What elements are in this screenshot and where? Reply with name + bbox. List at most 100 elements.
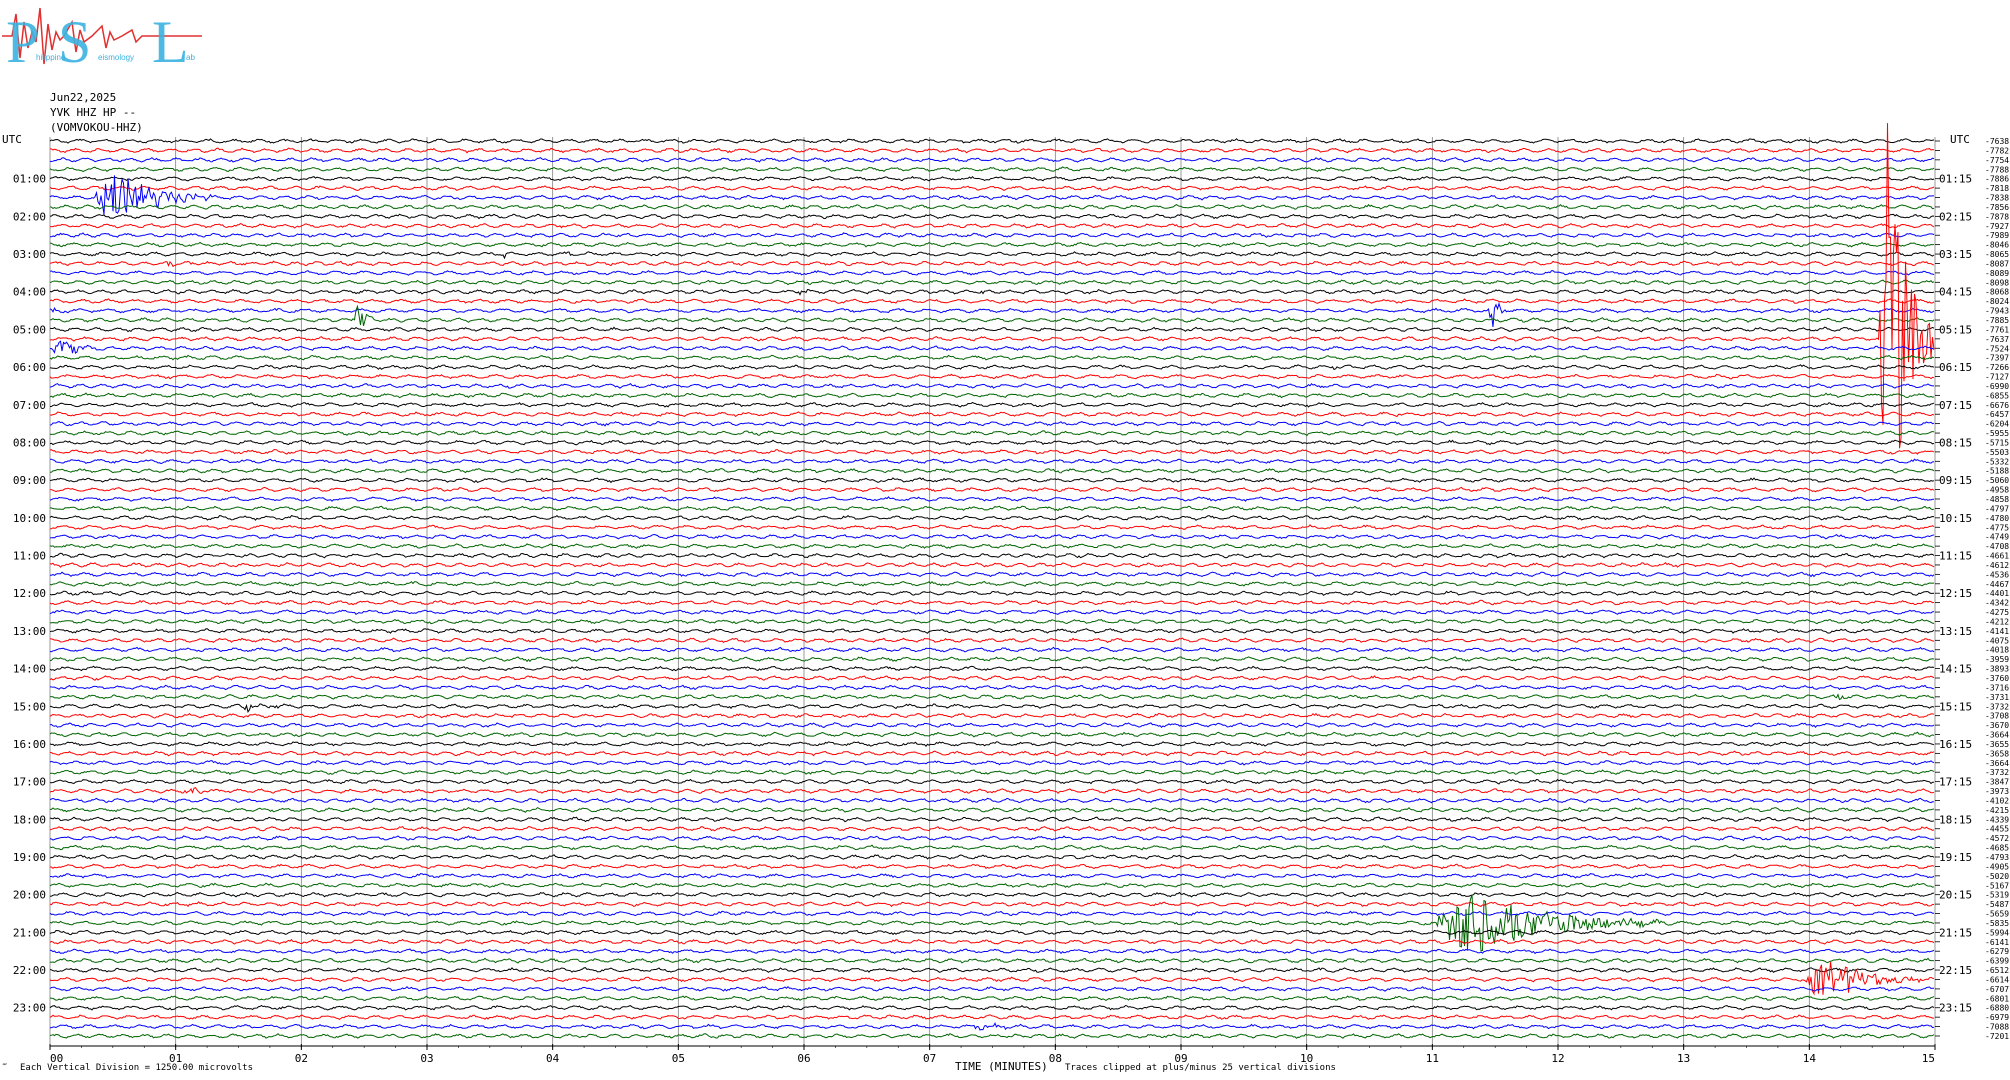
- trace-offset-label: -3732: [1985, 702, 2009, 711]
- trace-offset-label: -8087: [1985, 259, 2009, 268]
- trace-offset-label: -4858: [1985, 495, 2009, 504]
- trace-row-39: [49, 505, 1935, 512]
- trace-row-47: [49, 580, 1935, 587]
- footer-clip-note: Traces clipped at plus/minus 25 vertical…: [1065, 1063, 1336, 1073]
- trace-offset-label: -3655: [1985, 740, 2009, 749]
- logo-word-2: eismology: [98, 53, 134, 62]
- trace-offset-label: -3664: [1985, 731, 2009, 740]
- x-tick-label: 09: [1174, 1052, 1187, 1065]
- trace-row-79: [49, 882, 1935, 889]
- trace-row-95: [49, 1032, 1935, 1039]
- trace-row-33: [49, 448, 1935, 455]
- trace-offset-label: -4075: [1985, 636, 2009, 645]
- left-time-label: 04:00: [13, 286, 46, 299]
- trace-offset-label: -7838: [1985, 194, 2009, 203]
- trace-row-25: [49, 373, 1935, 380]
- trace-row-13: [49, 260, 1935, 268]
- trace-row-78: [50, 873, 1935, 879]
- trace-offset-label: -4958: [1985, 486, 2009, 495]
- trace-row-43: [49, 543, 1935, 550]
- trace-offset-label: -4342: [1985, 599, 2009, 608]
- trace-row-22: [49, 340, 1935, 354]
- right-time-label: 02:15: [1939, 210, 1972, 223]
- trace-offset-label: -8068: [1985, 288, 2009, 297]
- x-tick-label: 02: [295, 1052, 308, 1065]
- trace-row-48: [49, 590, 1935, 597]
- left-time-label: 18:00: [13, 813, 46, 826]
- header-date: Jun22,2025: [50, 91, 117, 104]
- left-time-label: 15:00: [13, 700, 46, 713]
- trace-offset-label: -7266: [1985, 363, 2009, 372]
- left-time-label: 02:00: [13, 210, 46, 223]
- left-time-label: 14:00: [13, 663, 46, 676]
- trace-offset-label: -4708: [1985, 542, 2009, 551]
- trace-row-42: [49, 533, 1935, 540]
- x-tick-label: 12: [1551, 1052, 1564, 1065]
- trace-offset-label: -5188: [1985, 467, 2009, 476]
- trace-row-80: [49, 891, 1935, 898]
- trace-row-64: [49, 741, 1935, 748]
- left-time-label: 11:00: [13, 550, 46, 563]
- x-tick-label: 00: [50, 1052, 63, 1065]
- trace-offset-label: -7782: [1985, 146, 2009, 155]
- right-time-label: 06:15: [1939, 361, 1972, 374]
- trace-offset-label: -6457: [1985, 410, 2009, 419]
- header-station: (VOMVOKOU-HHZ): [50, 121, 143, 134]
- trace-offset-label: -5835: [1985, 919, 2009, 928]
- logo-seismic-wave: [2, 7, 202, 65]
- trace-row-2: [49, 156, 1935, 163]
- trace-offset-label: -6880: [1985, 1004, 2009, 1013]
- trace-row-63: [49, 731, 1935, 738]
- trace-row-4: [49, 175, 1935, 182]
- trace-offset-label: -5020: [1985, 872, 2009, 881]
- right-time-label: 09:15: [1939, 474, 1972, 487]
- trace-offset-label: -8089: [1985, 269, 2009, 278]
- left-time-label: 21:00: [13, 926, 46, 939]
- trace-offset-label: -5060: [1985, 476, 2009, 485]
- trace-offset-label: -6801: [1985, 994, 2009, 1003]
- trace-row-11: [49, 241, 1935, 248]
- trace-offset-label: -8098: [1985, 278, 2009, 287]
- right-time-label: 18:15: [1939, 813, 1972, 826]
- trace-row-29: [49, 411, 1935, 418]
- trace-row-68: [49, 778, 1935, 785]
- right-time-label: 13:15: [1939, 625, 1972, 638]
- trace-offset-label: -4401: [1985, 589, 2009, 598]
- trace-row-27: [49, 392, 1935, 399]
- trace-offset-label: -4467: [1985, 580, 2009, 589]
- left-axis-title: UTC: [2, 133, 22, 146]
- trace-offset-label: -5332: [1985, 457, 2009, 466]
- trace-offset-label: -7754: [1985, 156, 2009, 165]
- right-time-label: 20:15: [1939, 889, 1972, 902]
- trace-offset-label: -3664: [1985, 759, 2009, 768]
- trace-offset-label: -7397: [1985, 354, 2009, 363]
- right-time-label: 04:15: [1939, 286, 1972, 299]
- trace-row-70: [49, 797, 1935, 804]
- trace-offset-label: -6979: [1985, 1013, 2009, 1022]
- trace-row-86: [49, 948, 1935, 955]
- trace-row-16: [49, 288, 1935, 296]
- trace-offset-label: -6399: [1985, 957, 2009, 966]
- right-time-label: 07:15: [1939, 399, 1972, 412]
- left-time-label: 06:00: [13, 361, 46, 374]
- trace-offset-label: -3847: [1985, 778, 2009, 787]
- right-time-label: 01:15: [1939, 173, 1972, 186]
- trace-row-21: [49, 123, 1935, 449]
- trace-offset-label: -3716: [1985, 683, 2009, 692]
- trace-offset-label: -4661: [1985, 552, 2009, 561]
- trace-row-61: [49, 712, 1935, 719]
- trace-row-40: [49, 514, 1935, 521]
- left-time-label: 01:00: [13, 173, 46, 186]
- trace-row-88: [49, 967, 1935, 974]
- trace-row-82: [49, 910, 1935, 917]
- trace-offset-label: -7201: [1985, 1032, 2009, 1041]
- trace-offset-label: -7927: [1985, 222, 2009, 231]
- trace-offset-label: -4749: [1985, 533, 2009, 542]
- trace-row-15: [49, 279, 1935, 286]
- left-time-label: 07:00: [13, 399, 46, 412]
- trace-row-19: [49, 304, 1935, 327]
- trace-row-1: [49, 147, 1935, 154]
- trace-offset-label: -8024: [1985, 297, 2009, 306]
- trace-row-7: [49, 203, 1935, 210]
